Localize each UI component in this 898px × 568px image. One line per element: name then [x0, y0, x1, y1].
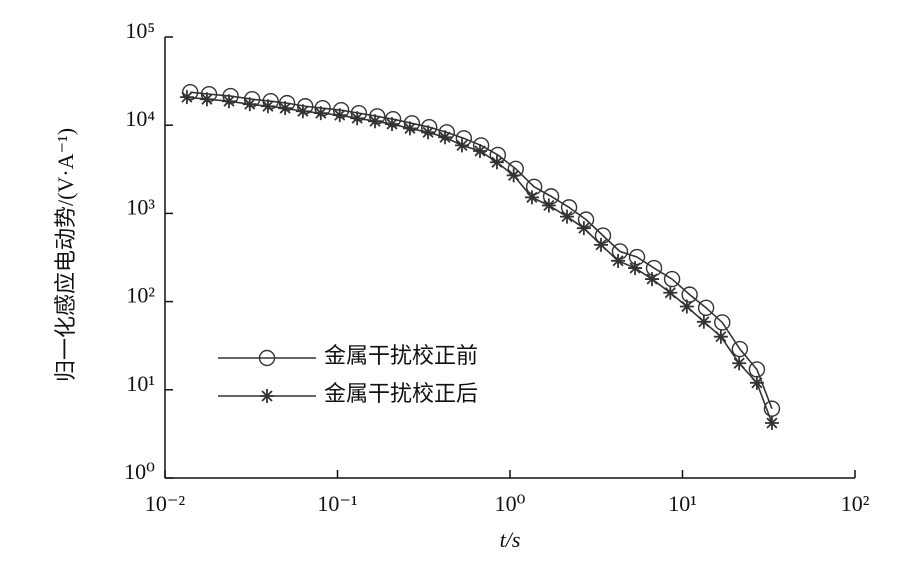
x-tick-label: 10⁰	[495, 491, 526, 516]
marker	[489, 155, 504, 170]
marker	[242, 97, 257, 112]
x-tick-label: 10²	[841, 491, 870, 516]
marker	[368, 114, 383, 129]
marker	[421, 125, 436, 140]
marker	[749, 375, 764, 390]
marker	[260, 99, 275, 114]
marker	[663, 285, 678, 300]
marker	[472, 143, 487, 158]
marker	[222, 94, 237, 109]
y-axis-label: 归一化感应电动势/(V·A⁻¹)	[53, 128, 78, 382]
marker	[384, 110, 402, 128]
marker	[455, 138, 470, 153]
marker	[332, 108, 347, 123]
legend-marker	[258, 349, 276, 367]
y-tick-label: 10³	[126, 194, 155, 219]
marker	[681, 286, 698, 303]
marker	[506, 168, 521, 183]
marker	[713, 329, 728, 344]
x-tick-label: 10⁻²	[145, 491, 186, 516]
marker	[628, 261, 643, 276]
marker	[199, 92, 214, 107]
marker	[611, 253, 626, 268]
marker	[628, 248, 646, 266]
marker	[438, 130, 453, 145]
x-tick-label: 10¹	[668, 491, 697, 516]
marker	[576, 221, 591, 236]
marker	[696, 314, 711, 329]
marker	[764, 416, 779, 431]
marker	[179, 90, 194, 105]
y-tick-label: 10²	[126, 283, 155, 308]
y-tick-label: 10¹	[126, 371, 155, 396]
legend-label: 金属干扰校正前	[324, 343, 478, 368]
x-tick-label: 10⁻¹	[317, 491, 357, 516]
marker	[714, 314, 731, 331]
marker	[402, 121, 417, 136]
y-tick-label: 10⁰	[124, 459, 155, 484]
series-line	[190, 91, 773, 410]
marker	[541, 198, 556, 213]
marker	[663, 270, 681, 288]
x-axis-label: t/s	[500, 527, 521, 552]
marker	[385, 117, 400, 132]
marker	[559, 209, 574, 224]
marker	[295, 104, 310, 119]
marker	[732, 356, 747, 371]
legend-marker	[260, 389, 274, 403]
y-tick-label: 10⁵	[125, 18, 155, 43]
legend-label: 金属干扰校正后	[324, 381, 478, 406]
marker	[524, 190, 539, 205]
marker	[594, 237, 609, 252]
series-line	[186, 96, 773, 424]
marker	[278, 101, 293, 116]
marker	[313, 106, 328, 121]
y-tick-label: 10⁴	[125, 106, 155, 131]
marker	[697, 299, 715, 317]
marker	[350, 111, 365, 126]
marker	[679, 299, 694, 314]
marker	[645, 259, 663, 277]
marker	[645, 272, 660, 287]
